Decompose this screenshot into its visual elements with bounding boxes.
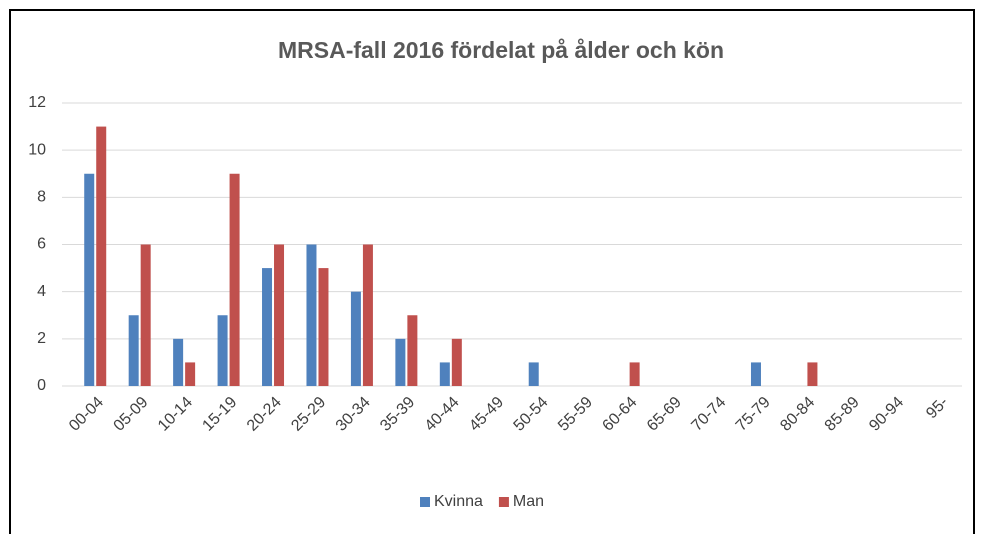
y-tick-label: 6 (37, 236, 46, 253)
bar (173, 338, 184, 386)
bar (439, 362, 450, 386)
bar (229, 173, 240, 386)
legend-swatch (420, 497, 430, 507)
bar (185, 362, 196, 386)
bar (451, 338, 462, 386)
bar (395, 338, 406, 386)
bar (140, 244, 151, 386)
bar (350, 291, 361, 386)
bar (217, 315, 228, 386)
bar (84, 173, 95, 386)
bar (362, 244, 373, 386)
legend-label: Kvinna (434, 493, 483, 510)
y-tick-label: 10 (28, 141, 46, 158)
bar (629, 362, 640, 386)
bar (750, 362, 761, 386)
y-tick-label: 8 (37, 189, 46, 206)
bar (306, 244, 317, 386)
bar (128, 315, 139, 386)
legend-label: Man (513, 493, 544, 510)
y-tick-label: 4 (37, 283, 46, 300)
bar (528, 362, 539, 386)
chart-title: MRSA-fall 2016 fördelat på ålder och kön (278, 37, 724, 63)
bar (407, 315, 418, 386)
legend-swatch (498, 497, 509, 507)
y-tick-label: 12 (28, 94, 46, 111)
bar (318, 268, 329, 386)
bar (96, 126, 107, 386)
bar (262, 268, 273, 386)
y-tick-label: 0 (37, 377, 46, 394)
chart-border (9, 9, 975, 534)
bar (807, 362, 818, 386)
y-tick-label: 2 (37, 330, 46, 347)
bar (274, 244, 285, 386)
